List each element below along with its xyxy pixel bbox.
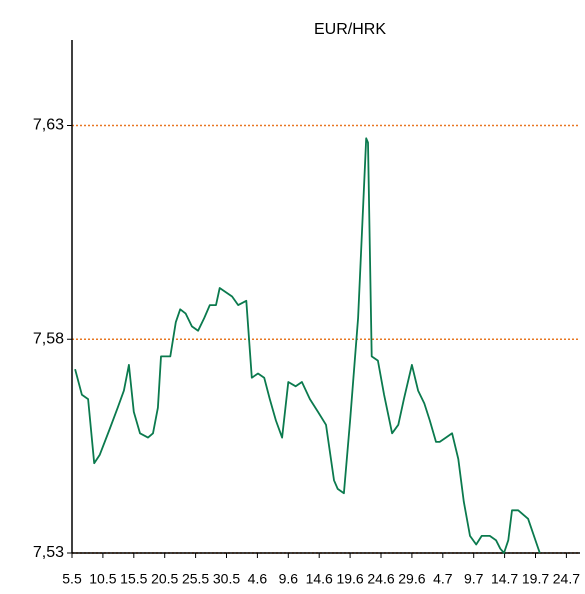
x-tick-label: 19.6 (336, 571, 363, 587)
x-tick-label: 4.7 (433, 571, 453, 587)
x-tick-label: 15.5 (120, 571, 147, 587)
x-tick-label: 14.7 (491, 571, 518, 587)
x-tick-label: 29.6 (398, 571, 425, 587)
y-tick-label: 7,58 (33, 330, 64, 347)
x-tick-label: 5.5 (62, 571, 82, 587)
x-tick-label: 19.7 (522, 571, 549, 587)
x-tick-label: 9.6 (279, 571, 299, 587)
line-series (74, 137, 541, 554)
x-tick-label: 25.5 (182, 571, 209, 587)
y-tick-label: 7,63 (33, 117, 64, 134)
x-tick-label: 14.6 (306, 571, 333, 587)
x-tick-label: 24.7 (553, 571, 580, 587)
chart-title: EUR/HRK (314, 21, 386, 38)
x-tick-label: 30.5 (213, 571, 240, 587)
x-tick-label: 20.5 (151, 571, 178, 587)
x-tick-label: 9.7 (464, 571, 484, 587)
x-tick-label: 24.6 (367, 571, 394, 587)
y-tick-label: 7,53 (33, 544, 64, 561)
x-tick-label: 4.6 (248, 571, 268, 587)
x-tick-label: 10.5 (89, 571, 116, 587)
